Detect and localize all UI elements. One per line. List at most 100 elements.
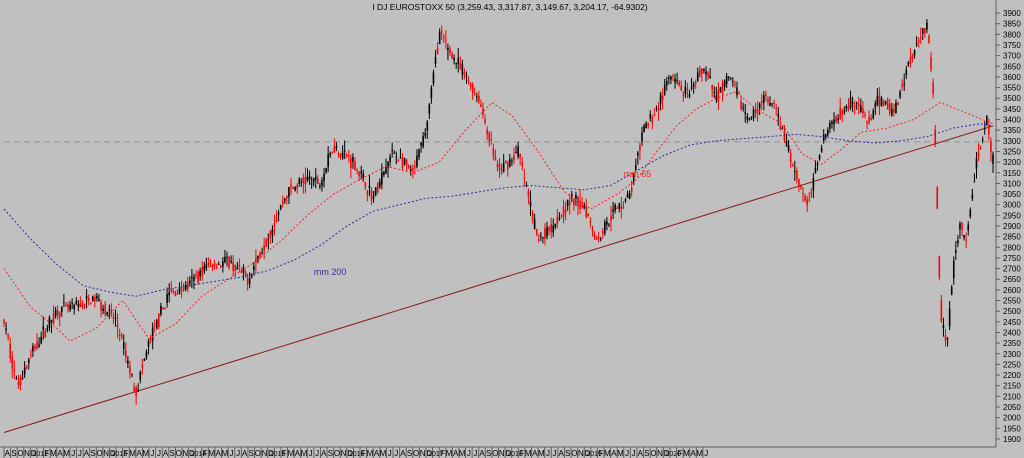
candle-body [895, 102, 897, 114]
candle-body [294, 186, 296, 191]
candle-body [42, 326, 45, 330]
x-tick-label: D [426, 449, 432, 458]
candle-body [7, 335, 9, 338]
x-tick-label: F [361, 449, 366, 458]
candle-body [277, 212, 280, 215]
candle-body [626, 193, 629, 198]
x-tick-label: J [315, 449, 319, 458]
candle-body [661, 95, 664, 100]
candle-body [729, 77, 732, 79]
x-tick-label: O [96, 449, 102, 458]
candle-body [930, 57, 932, 70]
candle-body [606, 221, 608, 225]
candle-body [79, 302, 82, 308]
candle-body [608, 224, 610, 226]
candle-body [343, 150, 346, 152]
candle-body [548, 227, 550, 231]
candle-body [366, 190, 369, 195]
x-tick-label: 2019 [586, 451, 602, 458]
candle-body [236, 267, 239, 270]
candle-body [160, 305, 162, 315]
candle-body [360, 171, 362, 174]
candle-body [370, 190, 373, 201]
candle-body [670, 76, 672, 80]
candle-body [577, 196, 579, 207]
candle-body [975, 158, 978, 169]
candle-body [25, 366, 28, 368]
x-tick-label: A [5, 449, 11, 458]
candle-body [453, 57, 455, 61]
candle-body [498, 164, 501, 170]
candle-body [58, 312, 61, 318]
candle-body [319, 185, 321, 187]
candle-body [940, 300, 943, 322]
candle-body [597, 237, 600, 239]
candle-body [965, 239, 967, 241]
y-tick-label: 2250 [1003, 360, 1021, 369]
y-tick-label: 2100 [1003, 392, 1021, 401]
candle-body [591, 227, 594, 231]
candle-body [348, 155, 350, 157]
candle-body [290, 184, 292, 188]
x-tick-label: O [176, 449, 182, 458]
candle-body [457, 57, 460, 64]
candle-body [787, 145, 790, 152]
candle-body [696, 72, 699, 82]
candle-body [523, 177, 526, 179]
candle-body [686, 88, 689, 90]
candle-body [381, 172, 383, 185]
candle-body [438, 32, 441, 45]
candle-body [756, 109, 759, 114]
candle-body [424, 133, 427, 136]
candle-body [378, 181, 381, 187]
candle-body [224, 256, 226, 263]
candle-body [810, 192, 813, 195]
candle-body [267, 239, 270, 241]
candle-body [230, 261, 232, 263]
candle-body [151, 327, 154, 342]
candle-body [727, 76, 730, 78]
candle-body [942, 325, 945, 328]
x-tick-label: M [129, 449, 136, 458]
candle-body [279, 205, 282, 210]
candle-body [703, 68, 705, 71]
x-tick-label: F [44, 449, 49, 458]
candle-body [149, 338, 152, 341]
candle-body [385, 167, 387, 174]
candle-body [818, 155, 821, 160]
candle-body [546, 227, 548, 237]
candle-body [259, 252, 261, 257]
candle-body [182, 286, 185, 290]
candle-body [284, 197, 286, 201]
x-tick-label: M [538, 449, 545, 458]
candle-body [723, 80, 726, 88]
candle-body [721, 83, 724, 95]
candle-body [335, 145, 338, 148]
candle-body [979, 148, 982, 150]
candle-body [67, 304, 69, 309]
candle-body [112, 316, 115, 319]
candle-body [744, 112, 747, 114]
y-tick-label: 3250 [1003, 147, 1021, 156]
candle-body [354, 161, 356, 171]
candle-body [971, 194, 974, 199]
candle-body [401, 156, 404, 168]
candle-body [601, 231, 604, 234]
y-tick-label: 3800 [1003, 30, 1021, 39]
candle-body [114, 317, 117, 319]
candle-body [684, 87, 687, 95]
candle-body [147, 340, 150, 347]
candle-body [804, 196, 806, 201]
candle-body [767, 99, 769, 103]
candle-body [835, 116, 837, 123]
candle-body [587, 214, 590, 217]
candle-body [432, 72, 435, 84]
candle-body [91, 296, 94, 302]
candle-body [17, 381, 20, 386]
candle-body [89, 302, 92, 305]
candle-body [635, 165, 637, 171]
candle-body [430, 87, 433, 99]
x-tick-label: D [110, 449, 116, 458]
candle-body [30, 354, 32, 356]
x-tick-label: N [24, 449, 30, 458]
